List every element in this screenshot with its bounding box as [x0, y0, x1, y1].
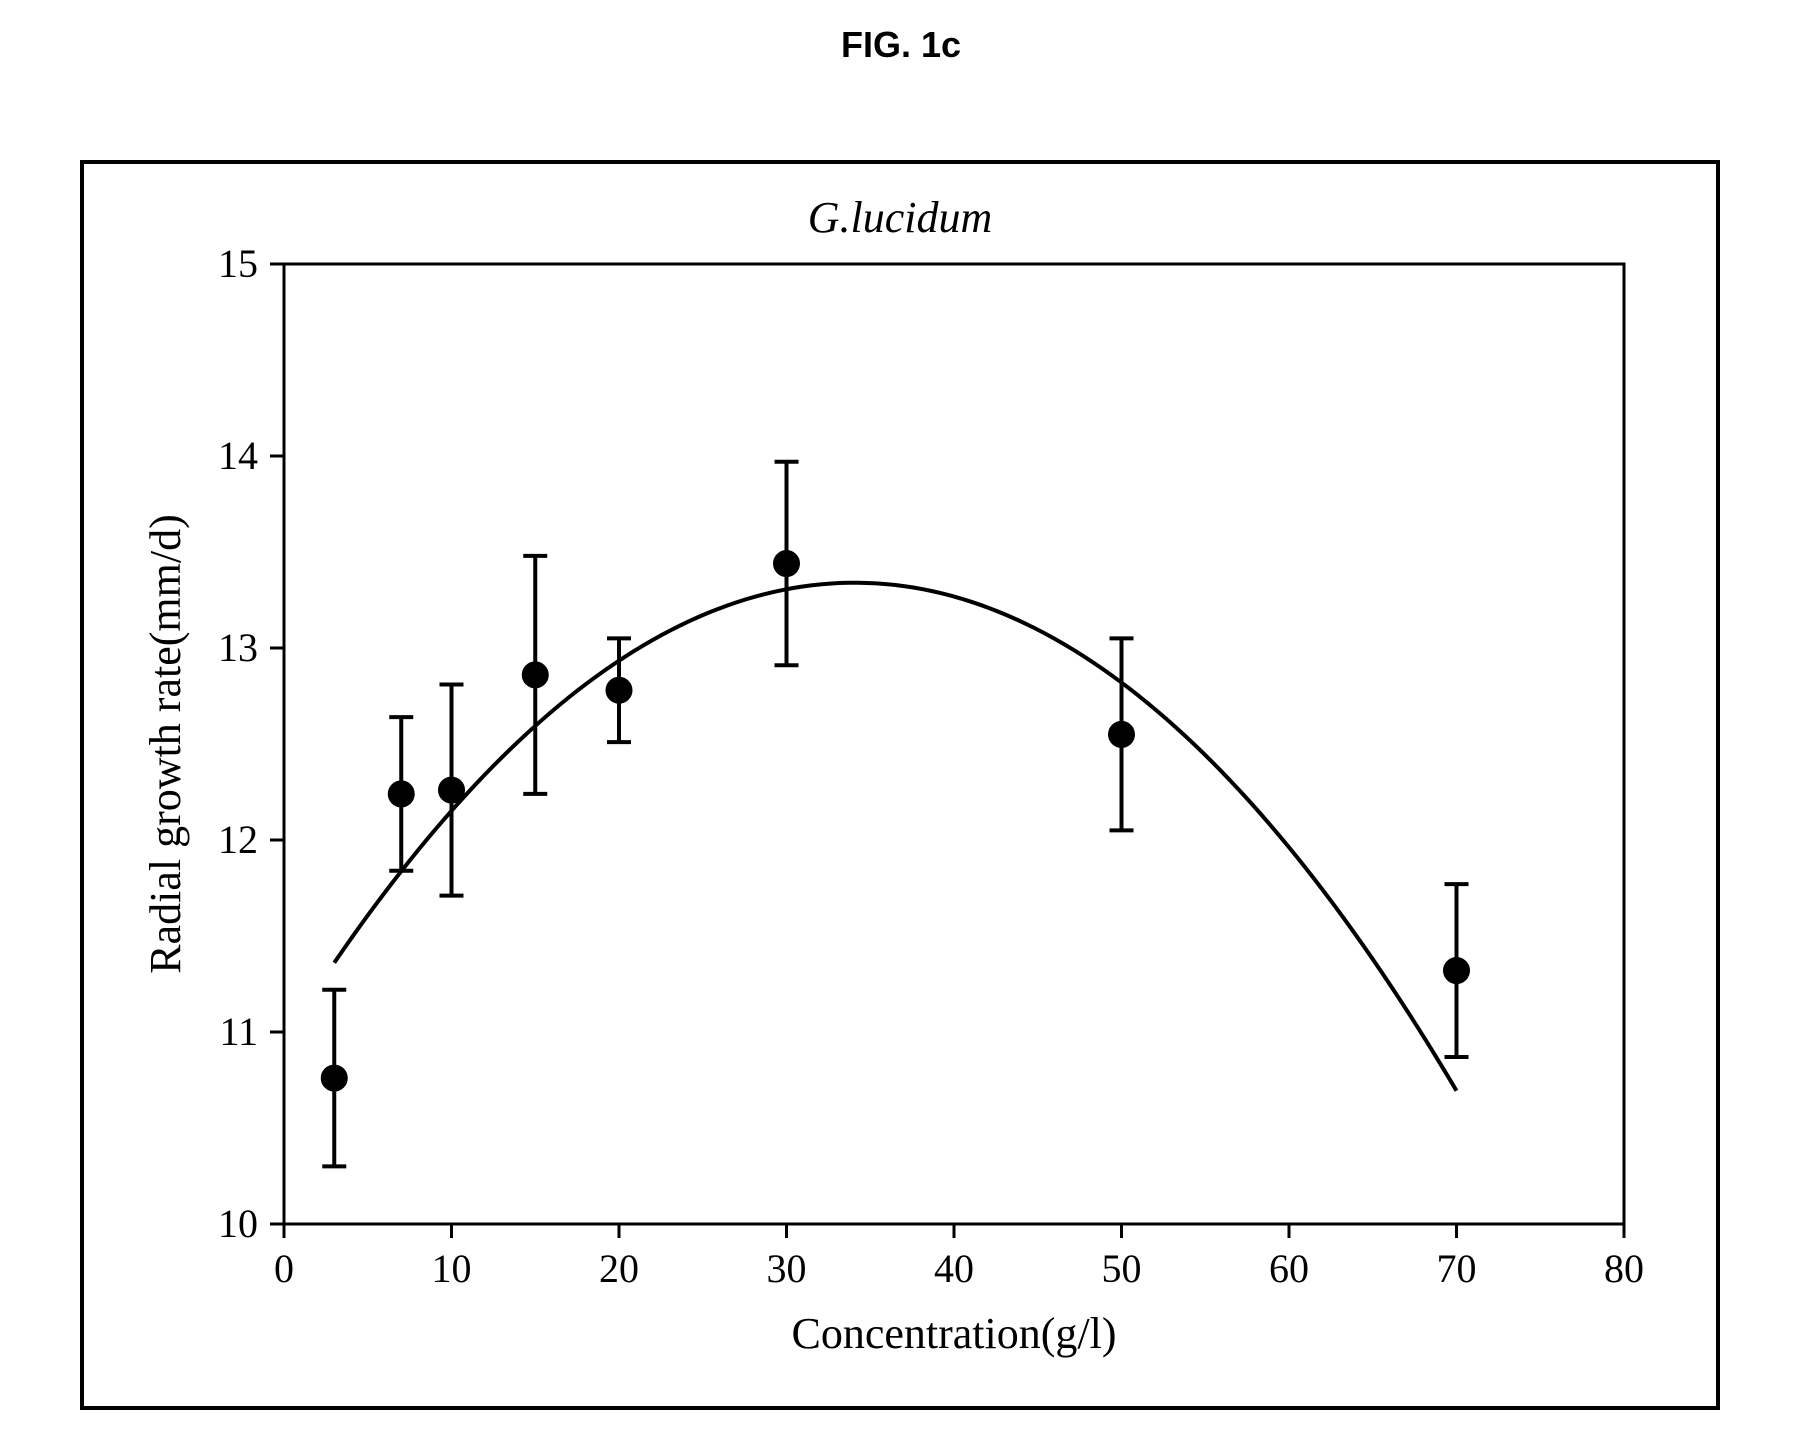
fit-curve — [334, 583, 1456, 1091]
data-point — [388, 781, 414, 807]
x-tick-label: 40 — [934, 1246, 974, 1291]
page: FIG. 1c G.lucidum 01020304050607080Conce… — [0, 0, 1802, 1449]
y-tick-label: 14 — [218, 433, 258, 478]
data-point — [606, 677, 632, 703]
plot-area-border — [284, 264, 1624, 1224]
y-tick-label: 11 — [219, 1009, 258, 1054]
chart-outer-frame: G.lucidum 01020304050607080Concentration… — [80, 160, 1720, 1410]
x-tick-label: 60 — [1269, 1246, 1309, 1291]
data-point — [439, 777, 465, 803]
x-tick-label: 10 — [432, 1246, 472, 1291]
data-point — [522, 662, 548, 688]
data-point — [1109, 721, 1135, 747]
x-tick-label: 0 — [274, 1246, 294, 1291]
chart-svg-holder: 0 10 20 30 40 50 60 70 80 Concentration(g/l) 10 11 1… — [84, 164, 1716, 1406]
data-point — [1444, 958, 1470, 984]
x-tick-label: 30 — [767, 1246, 807, 1291]
x-tick-label: 50 — [1102, 1246, 1142, 1291]
figure-label: FIG. 1c — [0, 24, 1802, 66]
x-tick-label: 20 — [599, 1246, 639, 1291]
data-point — [774, 551, 800, 577]
x-axis-label: Concentration(g/l) — [791, 1309, 1116, 1358]
y-tick-label: 12 — [218, 817, 258, 862]
y-tick-label: 10 — [218, 1201, 258, 1246]
x-tick-label: 70 — [1437, 1246, 1477, 1291]
chart-svg: 0 10 20 30 40 50 60 70 80 Concentration(g/l) 10 11 1… — [84, 164, 1716, 1406]
data-point — [321, 1065, 347, 1091]
y-tick-label: 15 — [218, 241, 258, 286]
y-axis-label: Radial growth rate(mm/d) — [141, 514, 190, 973]
x-tick-label: 80 — [1604, 1246, 1644, 1291]
y-tick-label: 13 — [218, 625, 258, 670]
